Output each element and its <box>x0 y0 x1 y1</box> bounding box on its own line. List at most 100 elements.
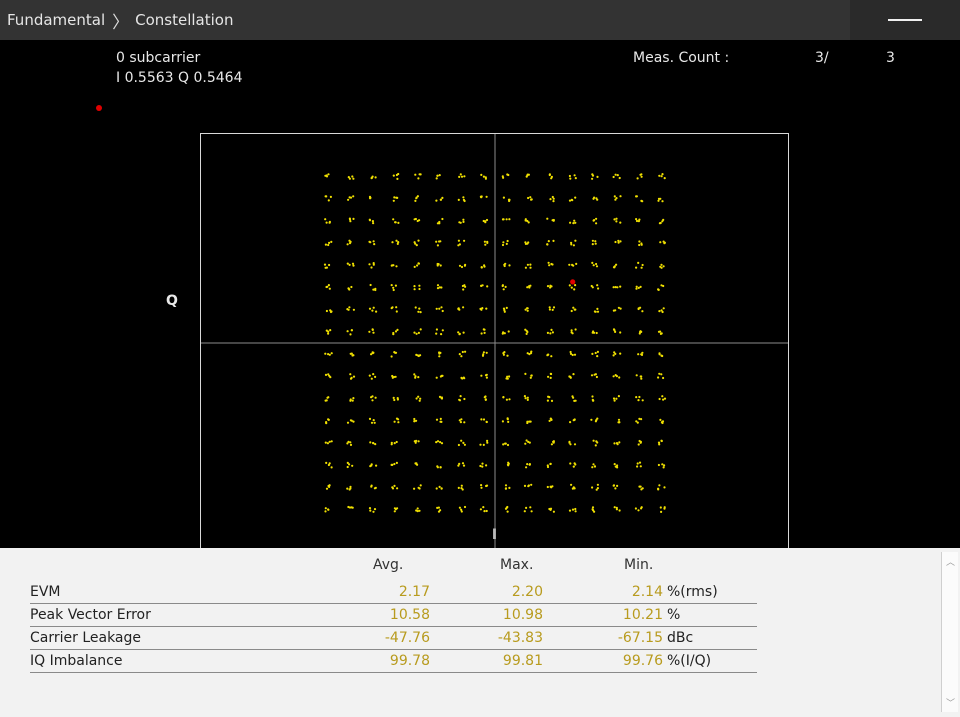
constellation-point <box>373 508 377 511</box>
constellation-point <box>396 487 399 490</box>
constellation-point <box>501 420 504 423</box>
constellation-point <box>549 508 552 511</box>
constellation-point <box>371 399 374 402</box>
constellation-point <box>525 439 528 442</box>
constellation-point <box>397 421 400 424</box>
constellation-point <box>436 287 440 290</box>
constellation-point <box>414 173 417 176</box>
constellation-point <box>462 331 465 334</box>
constellation-point <box>324 373 328 376</box>
constellation-point <box>593 373 596 376</box>
constellation-point <box>662 466 665 469</box>
constellation-point <box>508 264 511 267</box>
constellation-point <box>641 399 644 402</box>
constellation-point <box>395 461 398 464</box>
constellation-point <box>373 243 376 246</box>
constellation-point <box>463 443 466 446</box>
constellation-point <box>462 220 465 223</box>
constellation-point <box>457 331 460 334</box>
constellation-point <box>595 222 598 225</box>
constellation-point <box>352 195 355 198</box>
constellation-point <box>461 377 464 380</box>
constellation-point <box>526 263 529 266</box>
constellation-point <box>352 375 356 378</box>
constellation-point <box>593 510 596 513</box>
constellation-point <box>635 218 638 221</box>
constellation-point <box>328 287 331 290</box>
constellation-point <box>568 284 571 287</box>
constellation-point <box>436 440 440 443</box>
constellation-point <box>530 483 533 486</box>
constellation-point <box>415 332 418 335</box>
constellation-point <box>663 464 666 467</box>
constellation-point <box>462 196 465 199</box>
chevron-up-icon[interactable]: ︿ <box>946 558 956 568</box>
constellation-point <box>391 241 394 244</box>
constellation-point <box>613 399 616 402</box>
constellation-point <box>327 484 330 488</box>
constellation-point <box>463 505 467 509</box>
constellation-point <box>528 441 531 444</box>
constellation-point <box>574 284 577 287</box>
constellation-point <box>551 263 554 266</box>
constellation-point <box>458 506 461 509</box>
constellation-point <box>636 465 639 468</box>
constellation-point <box>596 483 599 486</box>
constellation-point <box>596 198 599 201</box>
constellation-point <box>596 284 599 287</box>
constellation-point <box>486 439 489 442</box>
constellation-point <box>595 265 599 268</box>
constellation-point <box>639 285 642 288</box>
constellation-point <box>524 219 527 222</box>
constellation-point <box>641 351 644 354</box>
constellation-point <box>593 196 596 199</box>
breadcrumb-parent[interactable]: Fundamental <box>7 11 106 29</box>
constellation-point <box>549 198 552 201</box>
constellation-point <box>551 308 554 311</box>
constellation-point <box>657 197 661 200</box>
constellation-point <box>640 507 643 510</box>
constellation-point <box>658 372 661 375</box>
constellation-point <box>569 177 572 180</box>
constellation-point <box>346 442 349 445</box>
constellation-point <box>395 239 398 242</box>
constellation-plot[interactable] <box>200 133 789 553</box>
constellation-point <box>462 376 465 379</box>
constellation-point <box>503 332 506 335</box>
constellation-point <box>324 441 327 444</box>
constellation-point <box>594 310 597 313</box>
constellation-point <box>435 418 439 421</box>
constellation-point <box>419 328 422 331</box>
constellation-point <box>440 442 444 445</box>
constellation-point <box>481 284 484 287</box>
constellation-point <box>662 307 665 310</box>
constellation-point <box>418 284 421 287</box>
constellation-point <box>569 462 572 465</box>
constellation-point <box>462 464 466 467</box>
menu-button[interactable] <box>850 0 960 40</box>
constellation-point <box>574 221 577 224</box>
constellation-point <box>325 309 328 313</box>
constellation-point <box>435 328 438 331</box>
constellation-point <box>502 352 505 355</box>
constellation-point <box>552 200 555 203</box>
constellation-point <box>440 306 443 309</box>
constellation-point <box>635 287 638 290</box>
chevron-down-icon[interactable]: ﹀ <box>946 699 956 709</box>
constellation-point <box>573 174 576 177</box>
constellation-point <box>570 286 573 289</box>
constellation-point <box>526 286 529 289</box>
constellation-point <box>569 443 572 446</box>
constellation-point <box>396 397 399 400</box>
constellation-point <box>658 222 661 225</box>
constellation-point <box>370 396 373 399</box>
constellation-point <box>413 487 416 490</box>
constellation-point <box>369 465 372 468</box>
constellation-point <box>528 353 531 356</box>
constellation-point <box>574 177 577 180</box>
constellation-point <box>659 241 662 244</box>
constellation-point <box>530 198 533 201</box>
vertical-scrollbar[interactable]: ︿ ﹀ <box>941 552 958 712</box>
constellation-point <box>393 196 396 199</box>
constellation-point <box>635 266 638 269</box>
